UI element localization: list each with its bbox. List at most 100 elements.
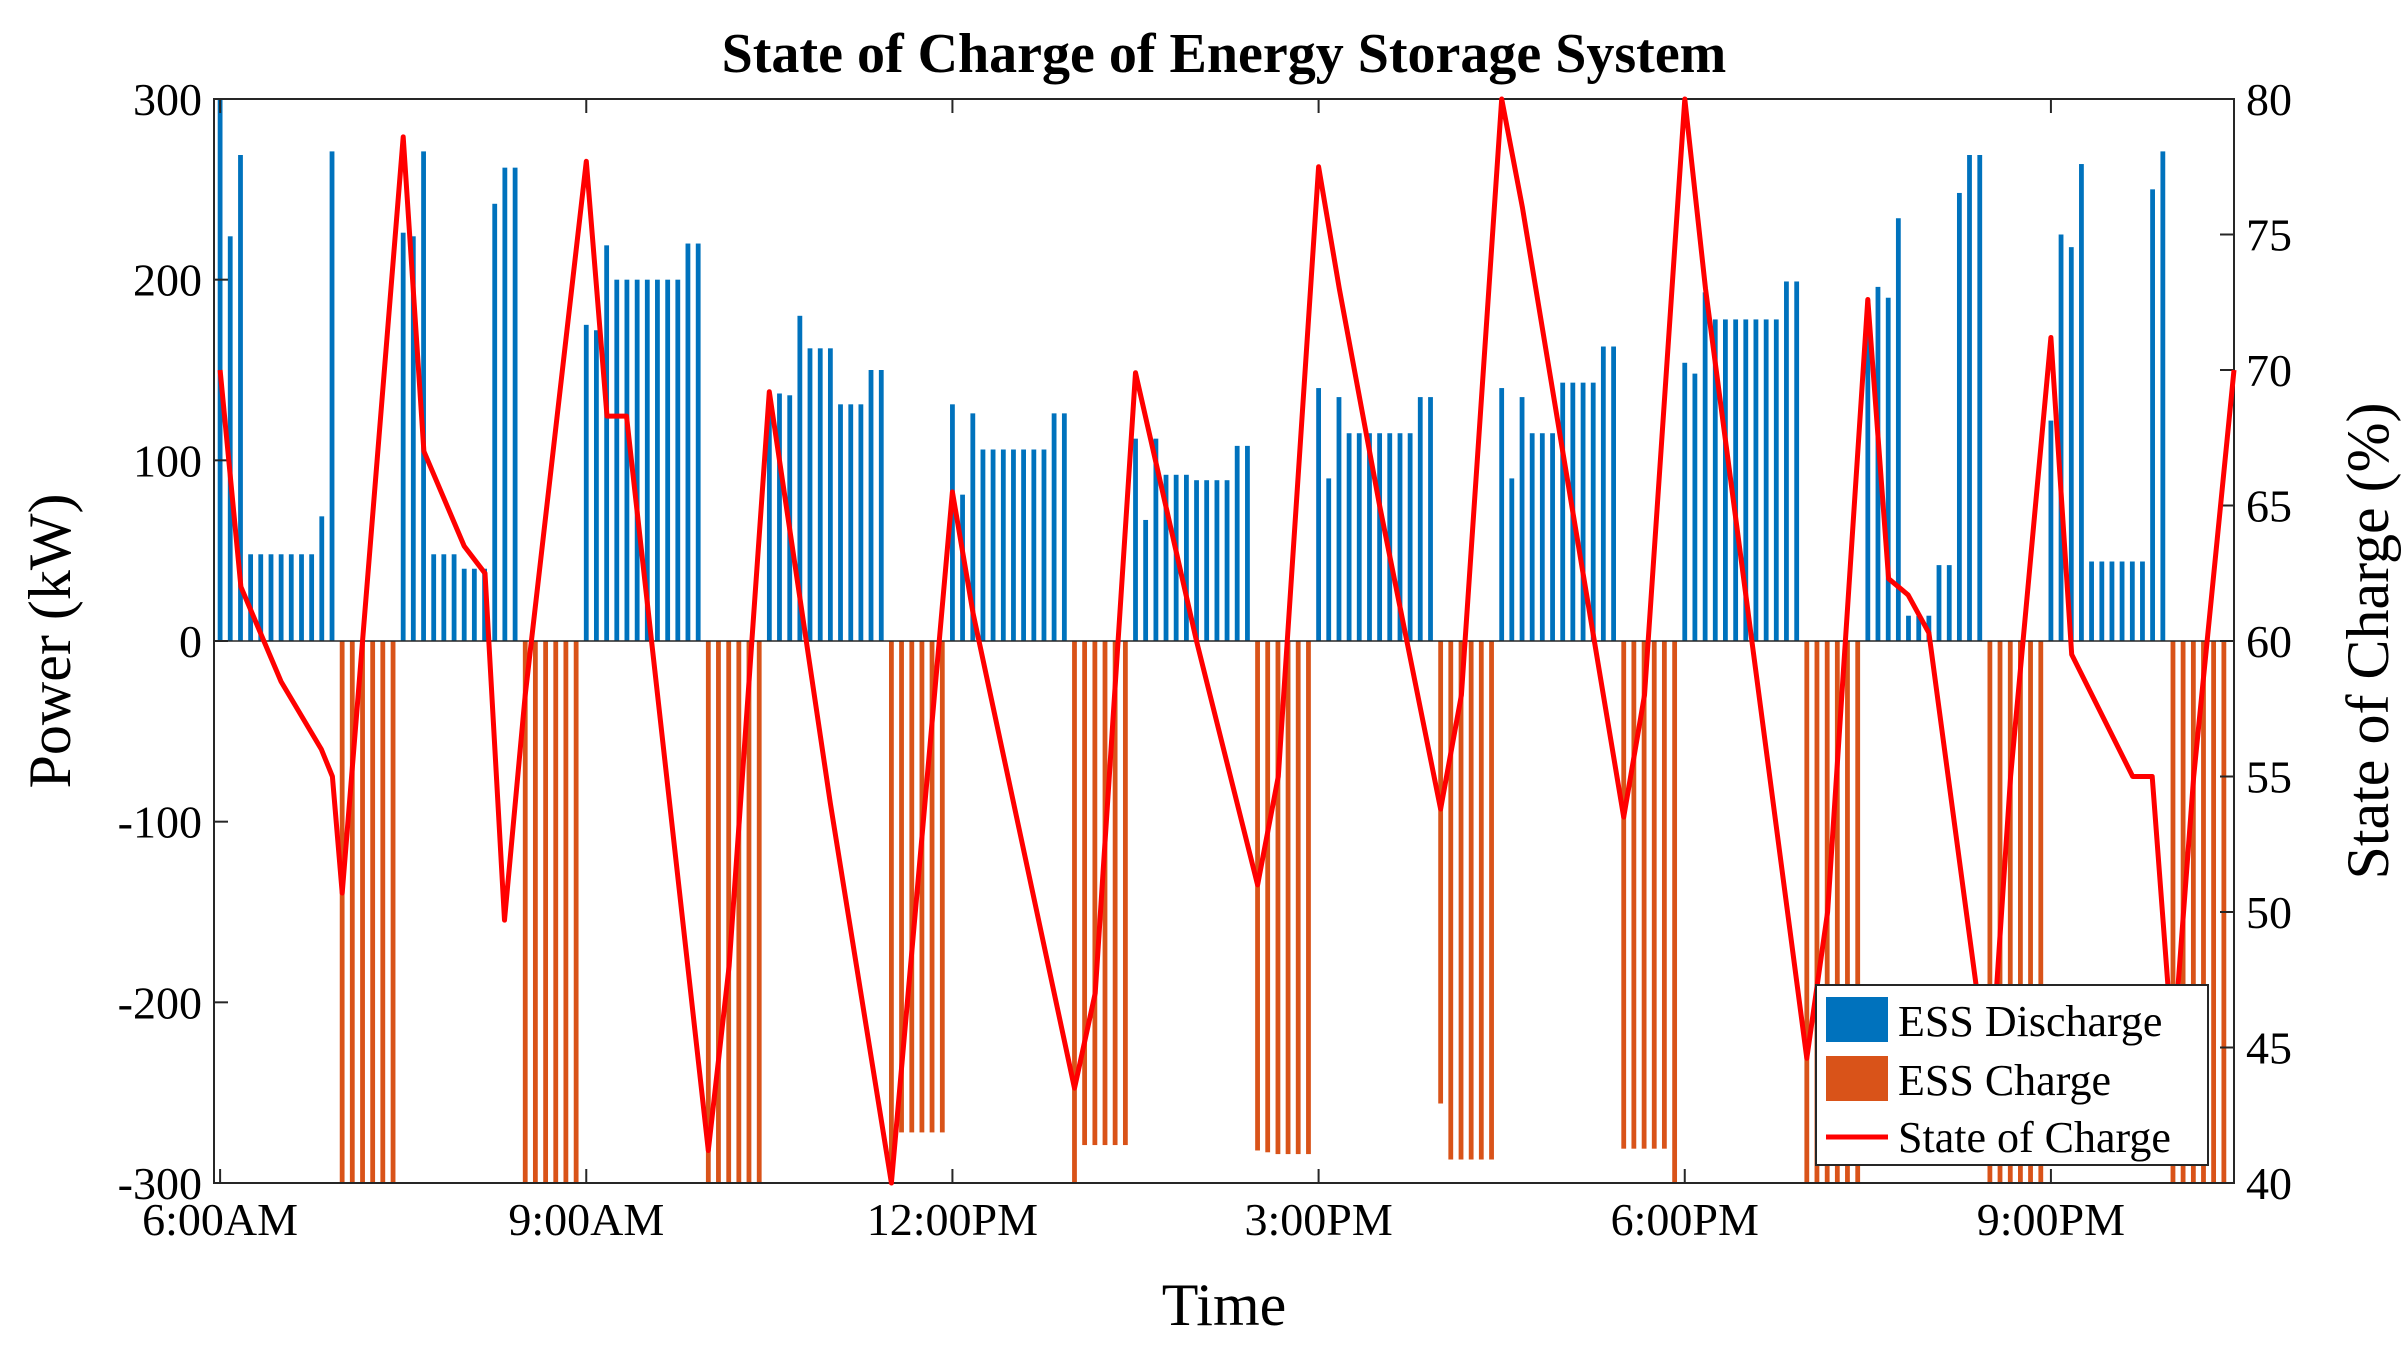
discharge-bar bbox=[878, 370, 884, 641]
charge-bar bbox=[1845, 641, 1850, 1183]
charge-bar bbox=[756, 641, 762, 1183]
left-axis-label: Power (kW) bbox=[17, 494, 83, 789]
charge-bar bbox=[1478, 641, 1484, 1160]
discharge-bar bbox=[1529, 433, 1535, 641]
charge-bar bbox=[1651, 641, 1657, 1149]
discharge-bar bbox=[1204, 480, 1210, 641]
discharge-bar bbox=[665, 279, 671, 641]
chart-title: State of Charge of Energy Storage System bbox=[722, 23, 1727, 85]
charge-bar bbox=[2007, 641, 2013, 1183]
discharge-bar bbox=[1550, 433, 1555, 641]
discharge-bar bbox=[634, 279, 640, 641]
legend-discharge-swatch bbox=[1826, 997, 1888, 1042]
discharge-bar bbox=[1916, 615, 1922, 641]
discharge-bar bbox=[1143, 519, 1149, 641]
discharge-bar bbox=[1600, 346, 1606, 641]
discharge-bar bbox=[1133, 438, 1138, 641]
charge-bar bbox=[532, 641, 538, 1183]
discharge-bar bbox=[1061, 413, 1067, 641]
charge-bar bbox=[726, 641, 732, 1183]
charge-bar bbox=[380, 641, 386, 1183]
discharge-bar bbox=[1234, 445, 1240, 641]
discharge-bar bbox=[1214, 480, 1220, 641]
right-axis-label: State of Charge (%) bbox=[2335, 402, 2401, 879]
charge-bar bbox=[522, 641, 528, 1183]
discharge-bar bbox=[1946, 565, 1952, 641]
discharge-bar bbox=[400, 232, 406, 641]
discharge-bar bbox=[502, 167, 508, 642]
discharge-bar bbox=[1316, 388, 1321, 641]
discharge-bar bbox=[950, 404, 955, 641]
discharge-bar bbox=[410, 236, 416, 641]
discharge-bar bbox=[248, 554, 254, 641]
charge-bar bbox=[2190, 641, 2196, 1183]
discharge-bar bbox=[278, 554, 284, 641]
discharge-bar bbox=[1590, 382, 1596, 641]
discharge-bar bbox=[593, 330, 599, 641]
discharge-bar bbox=[848, 404, 854, 641]
discharge-bar bbox=[624, 279, 630, 641]
discharge-bar bbox=[1784, 281, 1789, 641]
discharge-bar bbox=[1031, 449, 1037, 641]
charge-bar bbox=[1804, 641, 1810, 1183]
charge-bar bbox=[349, 641, 355, 1183]
discharge-bar bbox=[268, 554, 274, 641]
discharge-bar bbox=[1692, 373, 1698, 641]
discharge-bar bbox=[1163, 474, 1169, 641]
discharge-bar bbox=[512, 167, 518, 642]
discharge-bar bbox=[1702, 292, 1708, 641]
discharge-bar bbox=[2058, 234, 2064, 641]
discharge-bar bbox=[2140, 561, 2145, 641]
discharge-bar bbox=[1712, 319, 1718, 641]
discharge-bar bbox=[583, 324, 589, 641]
legend-charge-swatch bbox=[1826, 1056, 1888, 1101]
discharge-bar bbox=[2119, 561, 2125, 641]
charge-bar bbox=[1814, 641, 1820, 1183]
discharge-bar bbox=[2099, 561, 2105, 641]
right-tick-label: 40 bbox=[2246, 1158, 2292, 1209]
charge-bar bbox=[2018, 641, 2023, 1183]
discharge-bar bbox=[258, 554, 264, 641]
charge-bar bbox=[1295, 641, 1301, 1155]
discharge-bar bbox=[1967, 155, 1972, 642]
charge-bar bbox=[2028, 641, 2033, 1183]
charge-bar bbox=[2170, 641, 2176, 1183]
charge-bar bbox=[2038, 641, 2044, 1183]
x-tick-label: 12:00PM bbox=[867, 1194, 1038, 1245]
discharge-bar bbox=[1356, 433, 1362, 641]
charge-bar bbox=[1672, 641, 1678, 1183]
discharge-bar bbox=[827, 348, 833, 641]
discharge-bar bbox=[614, 279, 620, 641]
discharge-bar bbox=[1326, 478, 1332, 641]
left-tick-label: 300 bbox=[133, 74, 202, 125]
charge-bar bbox=[1306, 641, 1311, 1155]
charge-bar bbox=[1661, 641, 1667, 1149]
discharge-bar bbox=[1773, 319, 1779, 641]
discharge-bar bbox=[1153, 438, 1159, 641]
discharge-bar bbox=[319, 516, 325, 641]
discharge-bar bbox=[797, 315, 803, 641]
charge-bar bbox=[553, 641, 559, 1183]
discharge-bar bbox=[2089, 561, 2094, 641]
discharge-bar bbox=[1184, 474, 1189, 641]
discharge-bar bbox=[1895, 218, 1901, 642]
discharge-bar bbox=[1336, 397, 1342, 641]
charge-bar bbox=[563, 641, 569, 1183]
right-tick-label: 65 bbox=[2246, 481, 2292, 532]
right-tick-label: 60 bbox=[2246, 616, 2292, 667]
discharge-bar bbox=[2048, 420, 2054, 641]
charge-bar bbox=[1987, 641, 1993, 1183]
discharge-bar bbox=[807, 348, 813, 641]
charge-bar bbox=[2201, 641, 2206, 1183]
charge-bar bbox=[1489, 641, 1494, 1160]
x-tick-label: 3:00PM bbox=[1244, 1194, 1392, 1245]
charge-bar bbox=[1641, 641, 1647, 1149]
discharge-bar bbox=[858, 404, 864, 641]
charge-bar bbox=[1255, 641, 1260, 1151]
charge-bar bbox=[705, 641, 711, 1183]
legend: ESS Discharge ESS Charge State of Charge bbox=[1815, 984, 2209, 1166]
charge-bar bbox=[1448, 641, 1454, 1160]
charge-bar bbox=[1072, 641, 1077, 1183]
discharge-bar bbox=[766, 398, 772, 641]
